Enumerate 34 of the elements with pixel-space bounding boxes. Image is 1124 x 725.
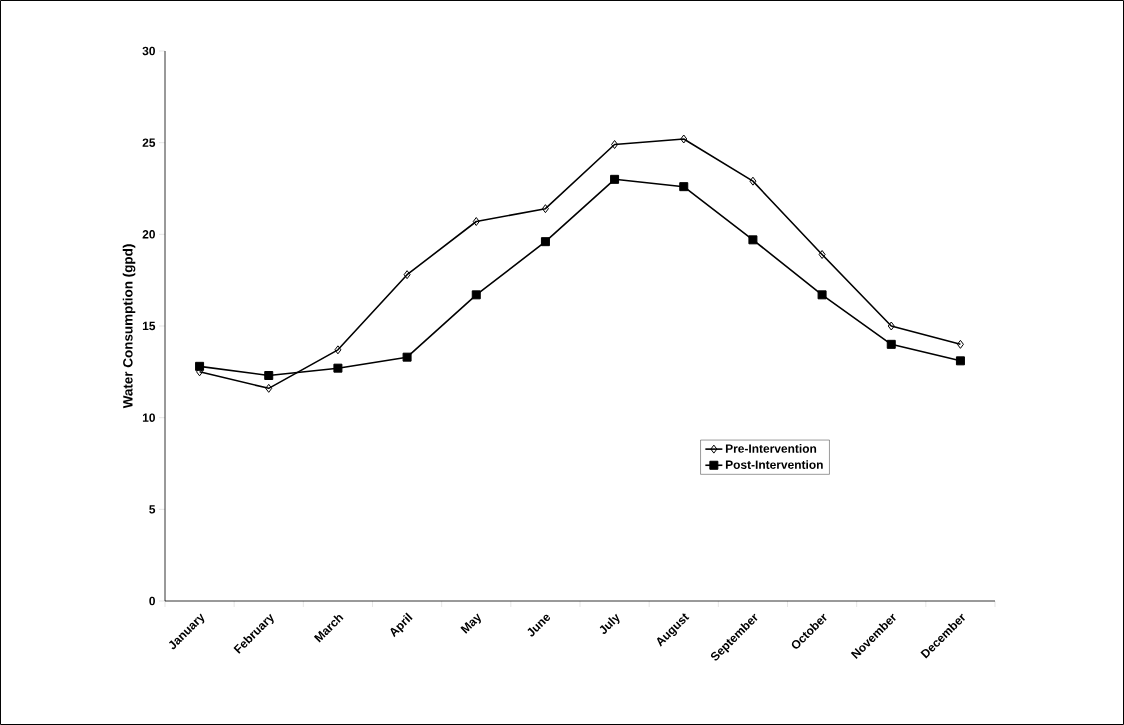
point [540, 237, 550, 247]
point [334, 345, 342, 355]
point [679, 182, 689, 192]
y-tick-label: 0 [149, 596, 155, 606]
point [956, 339, 964, 349]
point [817, 290, 827, 300]
point [471, 290, 481, 300]
point [886, 339, 896, 349]
point [264, 371, 274, 380]
point [333, 363, 343, 373]
y-axis-title: Water Consumption (gpd) [122, 244, 136, 409]
point [955, 356, 965, 366]
point [265, 383, 273, 393]
y-tick-label: 30 [142, 46, 155, 56]
point [403, 270, 411, 280]
legend-label: Post-Intervention [725, 460, 823, 469]
point [748, 235, 758, 245]
point [610, 174, 620, 184]
point [611, 140, 619, 149]
y-tick-label: 20 [142, 230, 155, 239]
point [472, 217, 480, 226]
point [541, 204, 549, 214]
point [195, 361, 205, 371]
y-tick-label: 10 [142, 413, 155, 422]
point [680, 134, 688, 144]
y-tick-label: 15 [142, 321, 156, 331]
point [402, 352, 412, 362]
point [887, 321, 895, 331]
x-tick-label: July [599, 613, 620, 634]
y-tick-label: 25 [142, 138, 156, 147]
y-tick-label: 5 [149, 505, 156, 514]
legend-label: Pre-Intervention [725, 444, 817, 453]
point [749, 176, 757, 186]
point [818, 250, 826, 259]
